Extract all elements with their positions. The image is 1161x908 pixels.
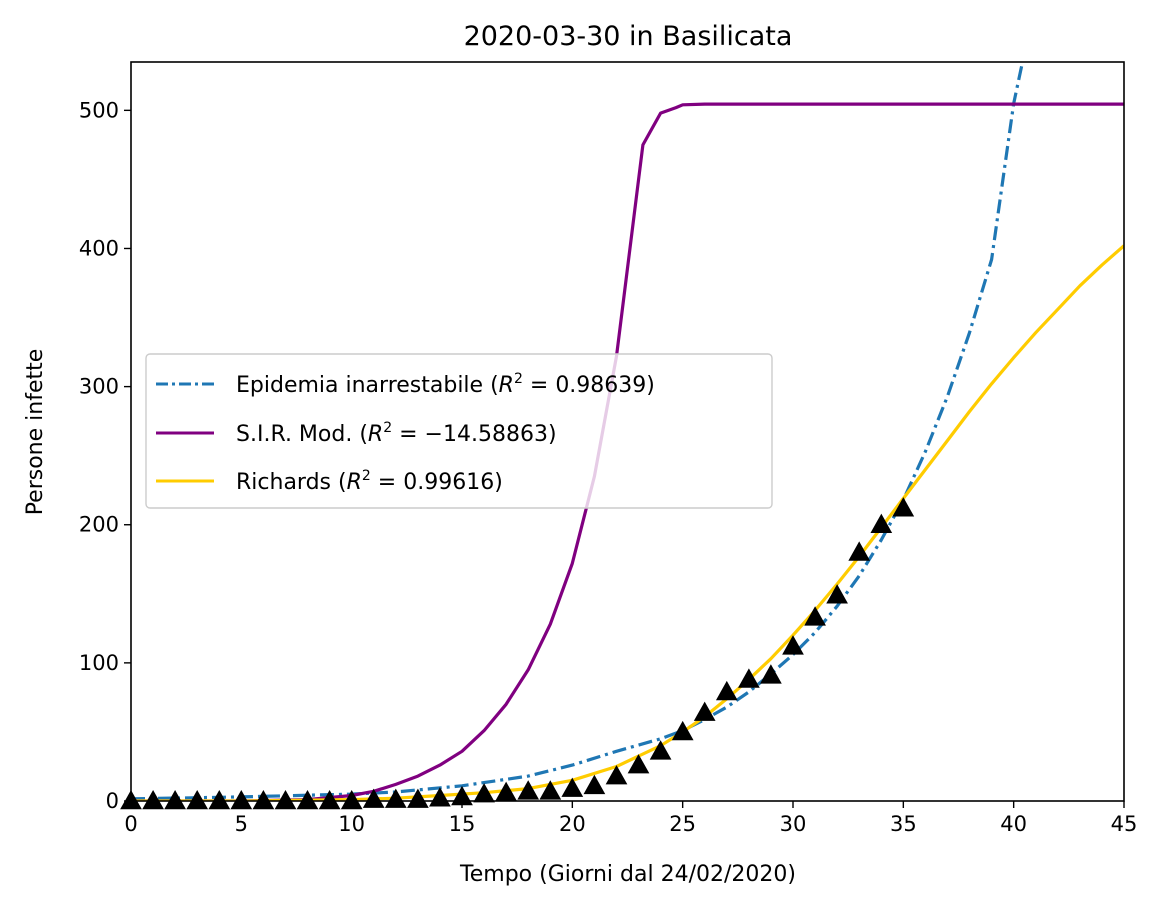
data-point-marker <box>870 513 893 533</box>
legend-label-epidemia: Epidemia inarrestabile (R2 = 0.98639) <box>236 371 655 398</box>
legend-box <box>145 353 773 509</box>
y-axis: 0 100 200 300 400 500 <box>79 98 131 813</box>
data-point-marker <box>826 584 848 604</box>
x-tick-label: 35 <box>890 812 917 836</box>
data-point-marker <box>539 780 562 800</box>
data-point-marker <box>627 754 650 774</box>
x-tick-label: 30 <box>780 812 807 836</box>
data-point-marker <box>517 780 540 800</box>
data-point-marker <box>605 765 628 785</box>
legend: Epidemia inarrestabile (R2 = 0.98639) S.… <box>145 353 773 509</box>
data-point-marker <box>473 783 495 803</box>
y-tick-label: 200 <box>79 513 119 537</box>
x-tick-label: 0 <box>124 812 137 836</box>
data-point-marker <box>252 789 275 810</box>
data-point-marker <box>230 789 253 810</box>
x-tick-label: 25 <box>669 812 696 836</box>
x-tick-label: 20 <box>559 812 586 836</box>
data-point-marker <box>760 664 782 684</box>
data-point-marker <box>848 541 871 561</box>
y-tick-label: 100 <box>79 651 119 675</box>
x-tick-label: 10 <box>338 812 365 836</box>
plot-frame <box>130 61 1125 802</box>
chart-title: 2020-03-30 in Basilicata <box>464 21 793 52</box>
data-point-marker <box>164 789 186 810</box>
data-point-marker <box>407 788 429 808</box>
data-point-marker <box>583 774 606 795</box>
y-tick-label: 400 <box>79 236 119 260</box>
y-tick-label: 300 <box>79 375 119 399</box>
x-axis: 0 5 10 15 20 25 30 35 40 45 <box>124 801 1137 836</box>
x-tick-label: 5 <box>235 812 248 836</box>
series-line-epidemia-inarrestabile <box>131 62 1025 801</box>
data-point-marker <box>738 668 760 688</box>
x-tick-label: 45 <box>1111 812 1138 836</box>
y-tick-label: 500 <box>79 98 119 122</box>
data-point-marker <box>715 680 738 701</box>
marker-layer <box>120 497 915 810</box>
y-axis-label: Persone infette <box>23 349 48 516</box>
data-point-marker <box>782 635 804 655</box>
data-point-marker <box>804 606 826 626</box>
legend-label-richards: Richards (R2 = 0.99616) <box>236 468 503 495</box>
data-point-marker <box>274 789 297 810</box>
data-point-marker <box>671 720 694 741</box>
data-point-marker <box>142 789 164 810</box>
data-point-marker <box>208 789 231 810</box>
data-point-marker <box>318 789 341 810</box>
x-tick-label: 40 <box>1000 812 1027 836</box>
y-tick-label: 0 <box>106 789 119 813</box>
x-axis-label: Tempo (Giorni dal 24/02/2020) <box>459 862 796 887</box>
data-point-marker <box>384 788 407 808</box>
data-point-marker <box>649 740 672 760</box>
x-tick-label: 15 <box>449 812 476 836</box>
data-point-marker <box>693 701 716 721</box>
data-point-marker <box>340 789 363 810</box>
data-point-marker <box>892 497 915 517</box>
data-point-marker <box>296 789 319 810</box>
data-point-marker <box>186 789 209 810</box>
data-point-marker <box>561 777 584 797</box>
legend-label-sir: S.I.R. Mod. (R2 = −14.58863) <box>236 420 557 447</box>
data-point-marker <box>362 788 385 808</box>
